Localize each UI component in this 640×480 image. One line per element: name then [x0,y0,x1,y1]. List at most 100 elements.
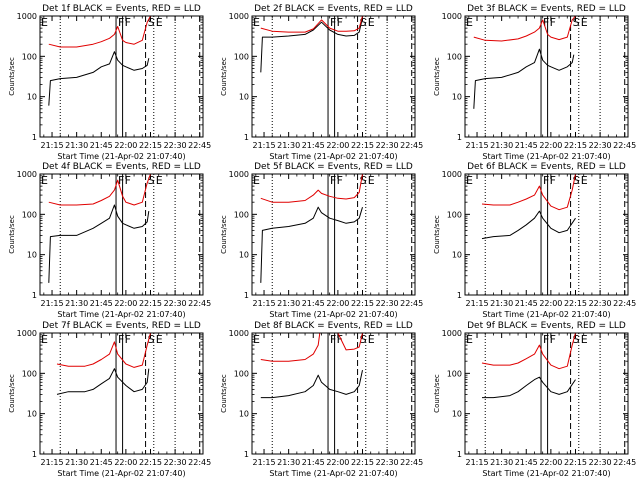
y-tick-label: 10 [452,251,462,260]
y-tick-label: 10 [27,93,37,102]
x-tick-label: 21:15 [253,299,276,308]
plot-frame [464,173,629,296]
x-tick-label: 21:45 [90,141,113,150]
x-tick-label: 22:45 [188,299,211,308]
series-line-lld [48,173,151,206]
detector-plot-3: Det 3f BLACK = Events, RED = LLD Counts/s… [433,4,636,161]
series-line-events [482,376,576,399]
x-tick-label: 22:15 [139,141,162,150]
series-line-lld [56,332,151,368]
x-tick-label: 22:00 [326,458,349,467]
plot-frame [251,332,416,455]
marker-label: E [466,174,473,187]
x-tick-label: 21:30 [65,458,88,467]
marker-label: E [581,333,588,346]
detector-plot-6: Det 6f BLACK = Events, RED = LLD Counts/s… [433,162,636,319]
x-tick-label: 21:15 [466,299,489,308]
marker-label: E [253,174,260,187]
marker-label: E [156,333,163,346]
plot-frame [464,332,629,455]
x-tick-label: 22:30 [164,141,187,150]
x-tick-label: 21:15 [253,458,276,467]
series-line-lld [481,173,576,211]
marker-label: S [360,16,367,29]
y-axis-label: Counts/sec [220,374,228,413]
series-line-lld [260,15,363,33]
x-tick-label: 22:00 [114,458,137,467]
y-axis-label: Counts/sec [433,374,441,413]
x-tick-label: 21:45 [302,141,325,150]
marker-label: F [118,333,124,346]
x-tick-label: 22:45 [400,141,423,150]
x-tick-label: 22:45 [400,458,423,467]
y-tick-label: 1 [32,291,37,300]
plot-title: Det 2f BLACK = Events, RED = LLD [254,4,413,14]
x-tick-label: 22:30 [376,299,399,308]
y-tick-label: 100 [447,52,462,61]
x-tick-label: 21:45 [515,299,538,308]
x-tick-label: 22:30 [376,141,399,150]
series-line-events [48,51,150,106]
y-axis-label: Counts/sec [433,215,441,254]
x-tick-label: 21:30 [277,458,300,467]
y-tick-label: 1 [244,291,249,300]
y-tick-label: 1 [244,133,249,142]
marker-label: F [337,174,343,187]
marker-label: F [337,16,343,29]
x-tick-label: 21:45 [302,458,325,467]
marker-label: F [118,16,124,29]
marker-label: E [41,174,48,187]
detector-plot-8: Det 8f BLACK = Events, RED = LLD Counts/s… [220,321,423,478]
marker-label: E [368,333,375,346]
x-axis-label: Start Time (21-Apr-02 21:07:40) [482,469,610,478]
y-axis-label: Counts/sec [8,374,16,413]
plot-frame [251,173,416,296]
y-tick-label: 100 [22,52,37,61]
x-tick-label: 21:15 [253,141,276,150]
x-tick-label: 22:15 [139,458,162,467]
y-tick-label: 1000 [229,12,249,21]
x-axis-label: Start Time (21-Apr-02 21:07:40) [269,469,397,478]
y-tick-label: 100 [234,369,249,378]
marker-label: E [466,333,473,346]
x-tick-label: 21:45 [515,458,538,467]
x-axis-label: Start Time (21-Apr-02 21:07:40) [269,310,397,319]
marker-label: E [156,174,163,187]
x-tick-label: 22:45 [613,299,636,308]
y-tick-label: 100 [234,210,249,219]
series-line-events [260,206,363,283]
x-tick-label: 21:45 [90,299,113,308]
plot-frame [251,15,416,138]
marker-label: F [543,174,549,187]
plot-title: Det 1f BLACK = Events, RED = LLD [42,4,201,14]
series-line-lld [473,15,576,42]
y-tick-label: 1000 [17,170,37,179]
x-tick-label: 22:30 [589,299,612,308]
detector-plot-4: Det 4f BLACK = Events, RED = LLD Counts/s… [8,162,211,319]
y-tick-label: 1 [244,450,249,459]
marker-label: S [360,333,367,346]
y-tick-label: 1000 [17,12,37,21]
y-tick-label: 100 [447,210,462,219]
x-axis-label: Start Time (21-Apr-02 21:07:40) [57,152,185,161]
marker-label: F [543,333,549,346]
marker-label: F [550,16,556,29]
marker-label: F [330,333,336,346]
y-tick-label: 10 [27,410,37,419]
series-line-events [260,17,363,73]
x-tick-label: 22:30 [376,458,399,467]
plot-frame [39,332,204,455]
x-tick-label: 22:15 [351,141,374,150]
marker-label: E [41,333,48,346]
x-tick-label: 22:00 [539,299,562,308]
marker-label: E [581,16,588,29]
series-line-lld [260,332,363,362]
series-line-events [260,369,363,399]
y-tick-label: 1 [32,133,37,142]
x-tick-label: 21:30 [65,141,88,150]
x-tick-label: 22:00 [326,141,349,150]
y-tick-label: 1 [457,450,462,459]
x-tick-label: 22:15 [564,141,587,150]
y-axis-label: Counts/sec [433,57,441,96]
